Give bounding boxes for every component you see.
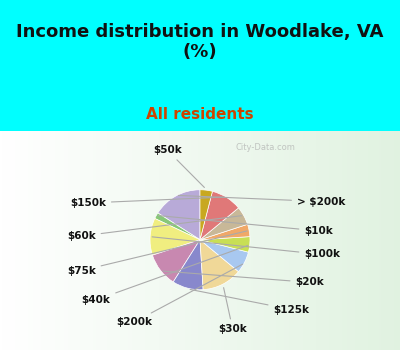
Text: $50k: $50k [153,145,204,188]
Text: $30k: $30k [218,288,247,334]
Text: $60k: $60k [67,216,242,241]
Wedge shape [200,240,238,290]
Text: $100k: $100k [152,237,340,259]
Wedge shape [200,224,250,240]
Text: $10k: $10k [158,216,333,236]
Wedge shape [155,213,200,240]
Wedge shape [152,240,200,282]
Wedge shape [200,237,250,252]
Text: $150k: $150k [70,197,224,208]
Text: $75k: $75k [67,231,247,275]
Text: All residents: All residents [146,107,254,122]
Wedge shape [150,218,200,255]
Wedge shape [200,191,238,240]
Text: $20k: $20k [163,271,324,287]
Wedge shape [158,190,200,240]
Wedge shape [200,190,212,240]
Wedge shape [200,240,248,272]
Text: City-Data.com: City-Data.com [236,143,296,152]
Text: $40k: $40k [82,245,248,305]
Text: > $200k: > $200k [178,195,345,206]
Wedge shape [173,240,203,290]
Wedge shape [200,208,248,240]
Text: $125k: $125k [190,289,310,315]
Text: $200k: $200k [116,264,243,327]
Text: Income distribution in Woodlake, VA
(%): Income distribution in Woodlake, VA (%) [16,23,384,61]
